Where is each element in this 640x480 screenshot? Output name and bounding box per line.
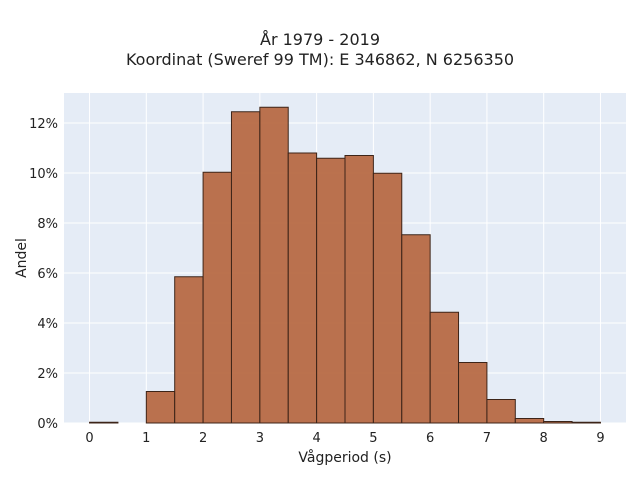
y-tick-label: 4% <box>37 317 58 332</box>
histogram-bar <box>429 311 460 424</box>
chart-subtitle: Koordinat (Sweref 99 TM): E 346862, N 62… <box>125 50 515 69</box>
histogram-bar <box>486 399 516 424</box>
chart-title: År 1979 - 2019 <box>260 30 380 49</box>
histogram-bar <box>287 152 318 424</box>
y-axis-label: Andel <box>14 238 30 278</box>
histogram-bar <box>372 172 403 424</box>
x-tick-label: 3 <box>256 431 264 446</box>
histogram-bar <box>316 157 346 424</box>
y-tick-label: 10% <box>29 167 58 182</box>
x-tick-label: 1 <box>142 431 150 446</box>
x-tick-label: 7 <box>483 431 491 446</box>
histogram-bars <box>89 106 601 424</box>
x-axis-label: Vågperiod (s) <box>298 449 391 466</box>
x-tick-label: 9 <box>596 431 604 446</box>
histogram-bar <box>89 421 119 424</box>
histogram-bar <box>571 421 601 424</box>
histogram-bar <box>230 111 261 424</box>
x-tick-label: 4 <box>312 431 320 446</box>
histogram-bar <box>145 391 176 424</box>
histogram-bar <box>202 171 232 424</box>
histogram-bar <box>543 421 573 424</box>
histogram-bar <box>514 418 545 424</box>
y-tick-label: 2% <box>37 367 58 382</box>
x-axis-ticks: 0 1 2 3 4 5 6 7 8 9 <box>85 431 604 446</box>
y-tick-label: 12% <box>29 117 58 132</box>
y-tick-label: 8% <box>37 217 58 232</box>
histogram-bar <box>174 276 204 424</box>
histogram-bar <box>344 155 374 424</box>
histogram-bar <box>458 362 488 424</box>
x-tick-label: 2 <box>199 431 207 446</box>
x-tick-label: 0 <box>85 431 93 446</box>
histogram-bar <box>401 234 431 424</box>
x-tick-label: 5 <box>369 431 377 446</box>
x-tick-label: 6 <box>426 431 434 446</box>
y-axis-ticks: 0% 2% 4% 6% 8% 10% 12% <box>29 117 58 432</box>
histogram-bar <box>259 106 289 424</box>
x-tick-label: 8 <box>540 431 548 446</box>
y-tick-label: 6% <box>37 267 58 282</box>
y-tick-label: 0% <box>37 417 58 432</box>
